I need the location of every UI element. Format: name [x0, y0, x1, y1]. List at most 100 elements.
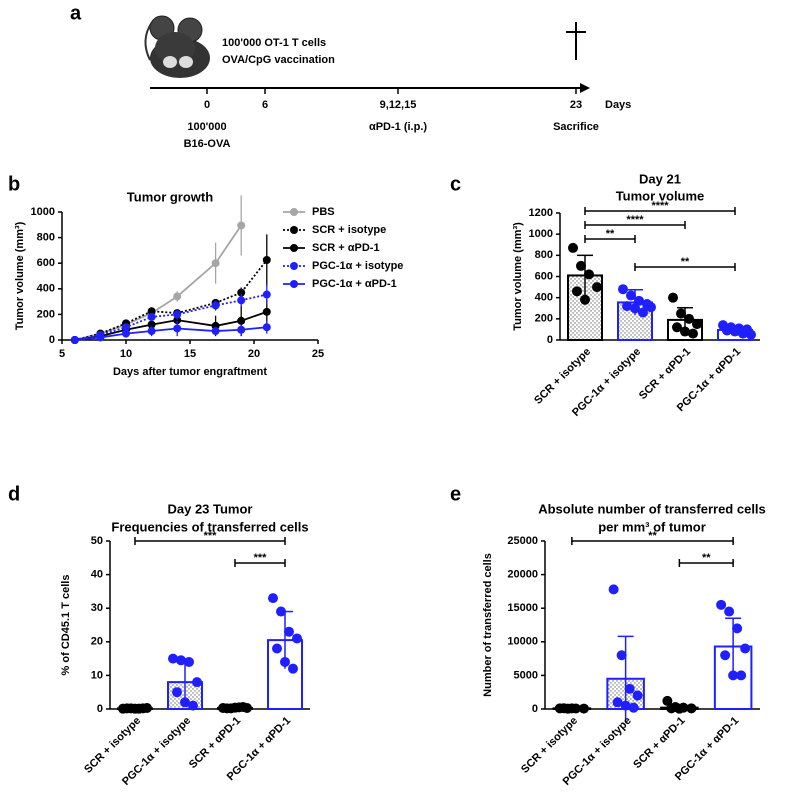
y-tick-label: 600 [37, 257, 55, 269]
point [262, 307, 271, 316]
point [237, 296, 246, 305]
y-tick-label: 800 [37, 232, 55, 244]
point [211, 327, 220, 336]
data-point [576, 260, 586, 271]
chart-title: Absolute number of transferred cells [538, 501, 766, 516]
y-tick-label: 1000 [31, 206, 55, 218]
data-point [222, 703, 232, 714]
y-axis-label: Number of transferred cells [482, 553, 494, 697]
chart-title: Day 23 Tumor [167, 501, 252, 516]
y-tick-label: 0 [49, 334, 55, 346]
x-tick-label: 15 [184, 348, 196, 360]
y-tick-label: 800 [535, 249, 553, 261]
data-point [692, 319, 702, 330]
timeline-ticks [206, 88, 577, 94]
data-point [736, 670, 747, 681]
y-tick-label: 5000 [514, 669, 538, 681]
day-unit: Days [605, 99, 631, 111]
point [173, 324, 182, 333]
y-tick-label: 0 [532, 703, 538, 715]
data-point [578, 703, 589, 714]
data-point [238, 701, 248, 712]
day: 23 [570, 99, 582, 111]
data-point [592, 282, 602, 293]
data-point [672, 322, 682, 333]
point [237, 221, 246, 230]
legend-marker [290, 262, 298, 270]
y-tick-label: 10000 [507, 636, 538, 648]
data-point [138, 703, 148, 714]
data-point [632, 690, 643, 701]
data-point [676, 308, 686, 319]
panel-letter: c [450, 173, 461, 195]
significance-label: *** [254, 552, 268, 564]
data-point [628, 702, 639, 713]
y-tick-label: 0 [97, 703, 103, 715]
data-point [566, 703, 577, 714]
panel-letter: e [450, 483, 461, 505]
x-tick-label: SCR + αPD-1 [637, 346, 693, 402]
data-point [180, 697, 190, 708]
legend-label: PBS [312, 206, 335, 218]
x-tick-label: 5 [59, 348, 65, 360]
data-point [724, 606, 735, 617]
point [262, 290, 271, 299]
data-point [616, 650, 627, 661]
y-tick-label: 400 [535, 292, 553, 304]
data-point [630, 303, 640, 314]
significance-label: ** [702, 552, 711, 564]
y-tick-label: 400 [37, 283, 55, 295]
data-point [624, 683, 635, 694]
data-point [730, 326, 740, 337]
arrowhead [580, 83, 590, 93]
significance-label: ** [681, 256, 690, 268]
point [122, 323, 130, 332]
point [237, 325, 246, 334]
data-point [558, 703, 569, 714]
day-label: αPD-1 (i.p.) [369, 121, 427, 133]
data-point [738, 328, 748, 339]
legend-marker [290, 280, 298, 288]
legend-label: SCR + αPD-1 [312, 242, 380, 254]
point [211, 259, 220, 268]
y-axis-label: % of CD45.1 T cells [60, 575, 72, 676]
chart-title: Frequencies of transferred cells [111, 519, 308, 534]
significance-label: *** [204, 530, 218, 542]
y-tick-label: 0 [547, 334, 553, 346]
data-point [276, 606, 286, 617]
day: 9,12,15 [380, 99, 417, 111]
data-point [674, 703, 685, 714]
data-point [746, 329, 756, 340]
x-tick-label: 25 [312, 348, 324, 360]
treatment: OVA/CpG vaccination [222, 54, 335, 66]
chart-title: Day 21 [639, 171, 681, 186]
y-tick-label: 1200 [529, 207, 553, 219]
data-point [122, 703, 132, 714]
data-point [646, 302, 656, 313]
day-label: 100'000 [187, 121, 226, 133]
legend-marker [290, 226, 298, 234]
x-tick-label: 20 [248, 348, 260, 360]
point [147, 327, 156, 336]
significance-label: ** [648, 530, 657, 542]
chart-title: Tumor growth [127, 189, 213, 204]
dagger [566, 22, 586, 60]
treatment: 100'000 OT-1 T cells [222, 37, 326, 49]
point [173, 310, 182, 319]
point [237, 316, 246, 325]
series-line [74, 293, 267, 341]
data-point [584, 269, 594, 280]
data-point [288, 663, 298, 674]
data-point [230, 702, 240, 713]
significance-label: ** [606, 228, 615, 240]
y-tick-label: 1000 [529, 228, 553, 240]
data-point [668, 292, 678, 303]
panel-letter: d [8, 483, 20, 505]
data-point [688, 328, 698, 339]
data-point [622, 301, 632, 312]
data-point [686, 703, 697, 714]
y-tick-label: 30 [91, 602, 103, 614]
data-point [292, 633, 302, 644]
data-point [184, 656, 194, 667]
